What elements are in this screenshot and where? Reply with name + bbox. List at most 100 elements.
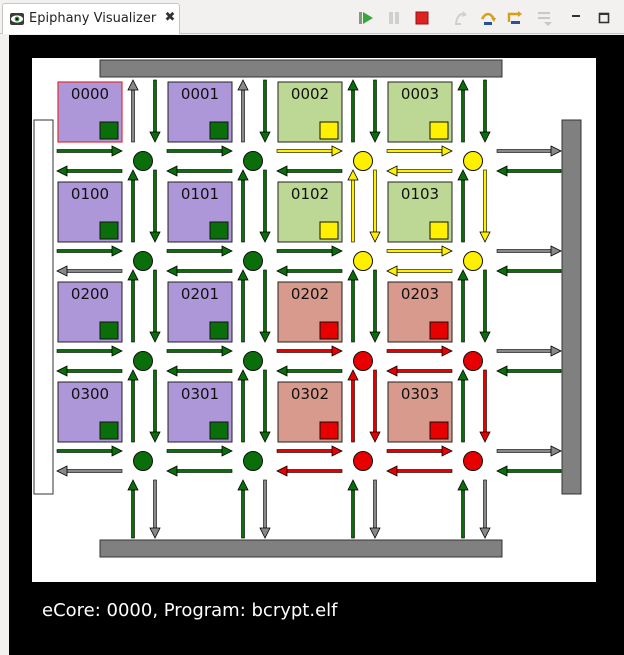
link-south	[149, 79, 161, 143]
link-west	[56, 365, 123, 377]
link-south	[479, 169, 491, 243]
ecore-label: 0003	[401, 85, 439, 103]
link-south	[259, 269, 271, 343]
link-east	[56, 145, 123, 157]
ecore-label: 0201	[181, 285, 219, 303]
link-north	[237, 369, 249, 443]
ecore-label: 0101	[181, 185, 219, 203]
link-north	[347, 479, 359, 539]
ecore-label: 0000	[71, 85, 109, 103]
ecore-status-indicator	[319, 421, 339, 440]
link-east	[166, 345, 233, 357]
router-node	[463, 151, 483, 171]
link-west	[386, 365, 453, 377]
west-bus	[33, 119, 54, 495]
link-south	[259, 479, 271, 539]
link-east	[276, 445, 343, 457]
ecore-label: 0300	[71, 385, 109, 403]
link-north	[457, 369, 469, 443]
link-north	[347, 79, 359, 143]
stop-button[interactable]	[412, 8, 432, 28]
link-west	[276, 165, 343, 177]
tab-close-icon[interactable]: ✖	[164, 10, 176, 25]
view-menu-button[interactable]	[535, 8, 555, 28]
link-east	[56, 245, 123, 257]
link-south	[479, 479, 491, 539]
ecore-status-indicator	[319, 221, 339, 240]
router-node	[243, 251, 263, 271]
ecore-label: 0102	[291, 185, 329, 203]
link-east	[496, 145, 562, 157]
router-node	[353, 351, 373, 371]
tab-epiphany-visualizer[interactable]: Epiphany Visualizer ✖	[2, 3, 180, 34]
link-north	[347, 169, 359, 243]
step-over-icon	[480, 12, 496, 25]
stop-icon	[415, 11, 429, 25]
link-east	[276, 245, 343, 257]
router-node	[463, 251, 483, 271]
link-west	[166, 265, 233, 277]
router-node	[243, 451, 263, 471]
ecore-status-indicator	[209, 221, 229, 240]
maximize-button[interactable]	[594, 8, 614, 28]
minimize-button[interactable]	[566, 8, 586, 28]
router-node	[243, 351, 263, 371]
link-north	[457, 79, 469, 143]
link-north	[127, 79, 139, 143]
view-menu-icon	[538, 12, 552, 26]
run-button[interactable]	[356, 8, 376, 28]
link-south	[369, 79, 381, 143]
link-east	[276, 345, 343, 357]
run-icon	[359, 12, 373, 24]
link-east	[56, 345, 123, 357]
link-west	[276, 365, 343, 377]
router-node	[463, 351, 483, 371]
link-east	[386, 445, 453, 457]
link-south	[149, 479, 161, 539]
ecore-label: 0100	[71, 185, 109, 203]
link-east	[496, 445, 562, 457]
epiphany-mesh: 0000 0001 0002 0003 0100 0101 0102 0103 0200 0201…	[33, 59, 582, 558]
link-west	[166, 165, 233, 177]
pause-button[interactable]	[384, 8, 404, 28]
ecore-label: 0001	[181, 85, 219, 103]
link-north	[237, 269, 249, 343]
minimize-icon	[572, 15, 580, 17]
mesh-canvas: 0000 0001 0002 0003 0100 0101 0102 0103 0200 0201…	[32, 58, 596, 582]
step-return-button[interactable]	[505, 8, 525, 28]
ecore-label: 0203	[401, 285, 439, 303]
link-west	[496, 165, 562, 177]
link-west	[166, 465, 233, 477]
link-east	[496, 345, 562, 357]
north-bus	[99, 59, 503, 78]
ecore-status-indicator	[429, 121, 449, 140]
link-east	[386, 145, 453, 157]
step-into-button[interactable]	[452, 8, 472, 28]
link-south	[259, 79, 271, 143]
link-south	[259, 169, 271, 243]
router-node	[133, 151, 153, 171]
link-north	[457, 269, 469, 343]
link-south	[369, 369, 381, 443]
ecore-label: 0202	[291, 285, 329, 303]
router-node	[133, 451, 153, 471]
ecore-status-indicator	[319, 321, 339, 340]
ecore-status-indicator	[99, 421, 119, 440]
ecore-status-indicator	[429, 321, 449, 340]
link-south	[369, 169, 381, 243]
link-south	[479, 79, 491, 143]
link-south	[149, 169, 161, 243]
link-west	[386, 265, 453, 277]
router-node	[353, 251, 373, 271]
status-text: eCore: 0000, Program: bcrypt.elf	[42, 600, 338, 621]
router-node	[243, 151, 263, 171]
link-north	[127, 369, 139, 443]
link-west	[56, 465, 123, 477]
link-south	[479, 269, 491, 343]
link-south	[149, 369, 161, 443]
link-west	[56, 165, 123, 177]
ecore-label: 0303	[401, 385, 439, 403]
step-over-button[interactable]	[478, 8, 498, 28]
ecore-status-indicator	[209, 421, 229, 440]
ecore-label: 0301	[181, 385, 219, 403]
